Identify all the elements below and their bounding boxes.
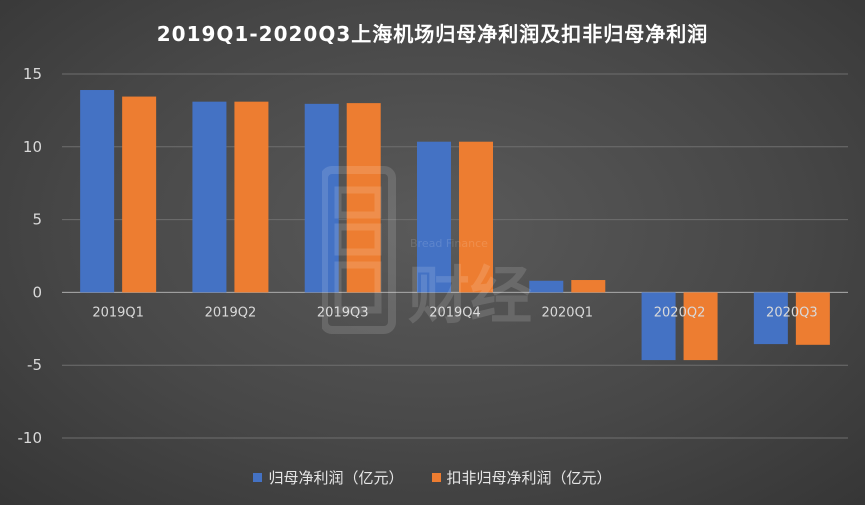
bar-series-1-2019Q3[interactable]	[304, 103, 339, 293]
legend-label-series-1: 归母净利润（亿元）	[268, 469, 404, 487]
bar-series-1-2020Q2[interactable]	[641, 292, 676, 361]
legend-swatch-series-1	[253, 473, 263, 482]
y-tick-label: -5	[27, 356, 42, 374]
chart-title: 2019Q1-2020Q3上海机场归母净利润及扣非归母净利润	[156, 22, 709, 46]
x-tick-label: 2020Q1	[541, 305, 593, 320]
x-tick-label: 2020Q3	[766, 305, 818, 320]
bar-series-1-2019Q4[interactable]	[417, 141, 451, 293]
bar-series-2-2019Q1[interactable]	[122, 96, 157, 293]
legend-label-series-2: 扣非归母净利润（亿元）	[446, 469, 612, 487]
bar-series-2-2020Q1[interactable]	[571, 280, 606, 293]
bar-series-2-2019Q3[interactable]	[346, 103, 381, 293]
y-tick-label: 15	[23, 65, 42, 83]
bar-series-1-2019Q1[interactable]	[80, 90, 115, 293]
bar-series-1-2020Q3[interactable]	[753, 292, 788, 345]
bar-series-2-2020Q2[interactable]	[683, 292, 718, 361]
x-tick-label: 2019Q4	[429, 305, 481, 320]
bar-series-2-2020Q3[interactable]	[795, 292, 830, 345]
y-tick-label: 0	[32, 283, 42, 301]
legend-item-series-2[interactable]: 扣非归母净利润（亿元）	[431, 467, 612, 488]
x-tick-label: 2019Q3	[317, 305, 369, 320]
x-tick-label: 2019Q2	[205, 305, 257, 320]
x-tick-label: 2019Q1	[92, 305, 144, 320]
y-tick-label: -10	[18, 429, 43, 447]
bar-series-1-2020Q1[interactable]	[529, 280, 564, 293]
x-tick-label: 2020Q2	[654, 305, 706, 320]
legend-swatch-series-2	[431, 473, 441, 482]
legend-item-series-1[interactable]: 归母净利润（亿元）	[253, 467, 404, 488]
bar-series-1-2019Q2[interactable]	[192, 101, 227, 293]
y-tick-label: 5	[32, 211, 42, 229]
bar-series-2-2019Q4[interactable]	[459, 141, 493, 293]
y-tick-label: 10	[23, 138, 42, 156]
bar-series-2-2019Q2[interactable]	[234, 101, 269, 293]
chart-legend: 归母净利润（亿元） 扣非归母净利润（亿元）	[0, 467, 865, 488]
